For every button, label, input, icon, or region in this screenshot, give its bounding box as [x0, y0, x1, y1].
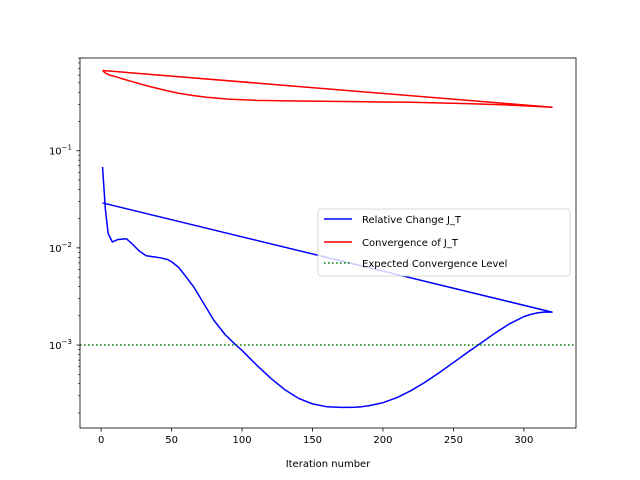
y-tick-label: 10−2 [49, 241, 72, 255]
y-tick-label: 10−1 [49, 144, 72, 158]
series-line-convergence-of-j-t [102, 69, 553, 109]
x-tick-label: 250 [444, 435, 463, 446]
legend-box [317, 208, 571, 277]
x-tick-label: 300 [514, 435, 533, 446]
y-tick-label: 10−3 [49, 338, 72, 352]
legend-label-relative-change: Relative Change J_T [362, 215, 462, 226]
x-tick-label: 150 [303, 435, 322, 446]
x-tick-label: 0 [98, 435, 104, 446]
plot-frame [79, 57, 577, 429]
x-tick-label: 200 [373, 435, 392, 446]
series-layer [80, 69, 576, 409]
legend-label-convergence: Convergence of J_T [362, 238, 459, 249]
legend: Relative Change J_T Convergence of J_T E… [317, 208, 571, 277]
x-tick-label: 50 [165, 435, 178, 446]
legend-label-expected-level: Expected Convergence Level [362, 259, 507, 270]
x-tick-label: 100 [232, 435, 251, 446]
y-axis-ticks: 10−3 10−2 10−1 [49, 57, 80, 414]
series-line-relative-change-j-t [101, 166, 553, 409]
x-axis-label: Iteration number [286, 459, 372, 470]
x-axis-ticks: 0 50 100 150 200 250 300 [98, 428, 533, 446]
